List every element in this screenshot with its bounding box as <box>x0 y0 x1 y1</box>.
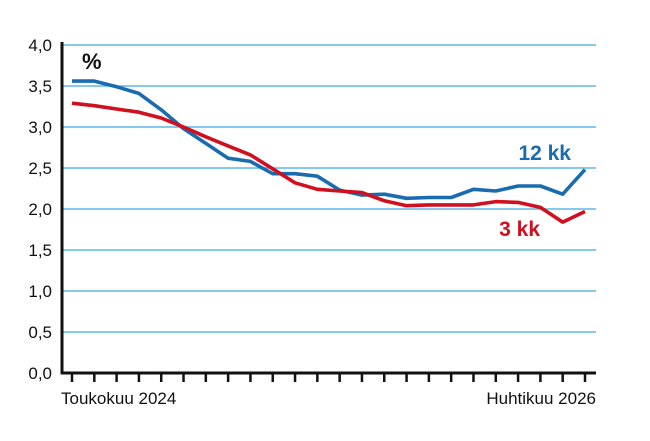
y-tick-labels: 0,0 0,5 1,0 1,5 2,0 2,5 3,0 3,5 4,0 <box>28 36 52 383</box>
y-tick-label: 1,5 <box>28 241 52 260</box>
x-axis <box>60 42 596 382</box>
series-line-12kk <box>72 79 587 201</box>
y-tick-label: 1,0 <box>28 282 52 301</box>
y-tick-label: 4,0 <box>28 36 52 55</box>
y-tick-label: 3,0 <box>28 118 52 137</box>
x-label-end: Huhtikuu 2026 <box>486 389 596 408</box>
y-tick-label: 0,5 <box>28 323 52 342</box>
unit-label: % <box>82 49 102 74</box>
y-tick-label: 0,0 <box>28 364 52 383</box>
y-tick-label: 2,0 <box>28 200 52 219</box>
gridlines <box>62 44 596 333</box>
series-line-3kk <box>71 101 586 224</box>
series-lines <box>71 79 587 224</box>
series-label-12kk: 12 kk <box>518 142 571 165</box>
series-label-3kk: 3 kk <box>499 218 540 241</box>
x-label-start: Toukokuu 2024 <box>61 389 176 408</box>
y-tick-label: 3,5 <box>28 77 52 96</box>
y-tick-label: 2,5 <box>28 159 52 178</box>
